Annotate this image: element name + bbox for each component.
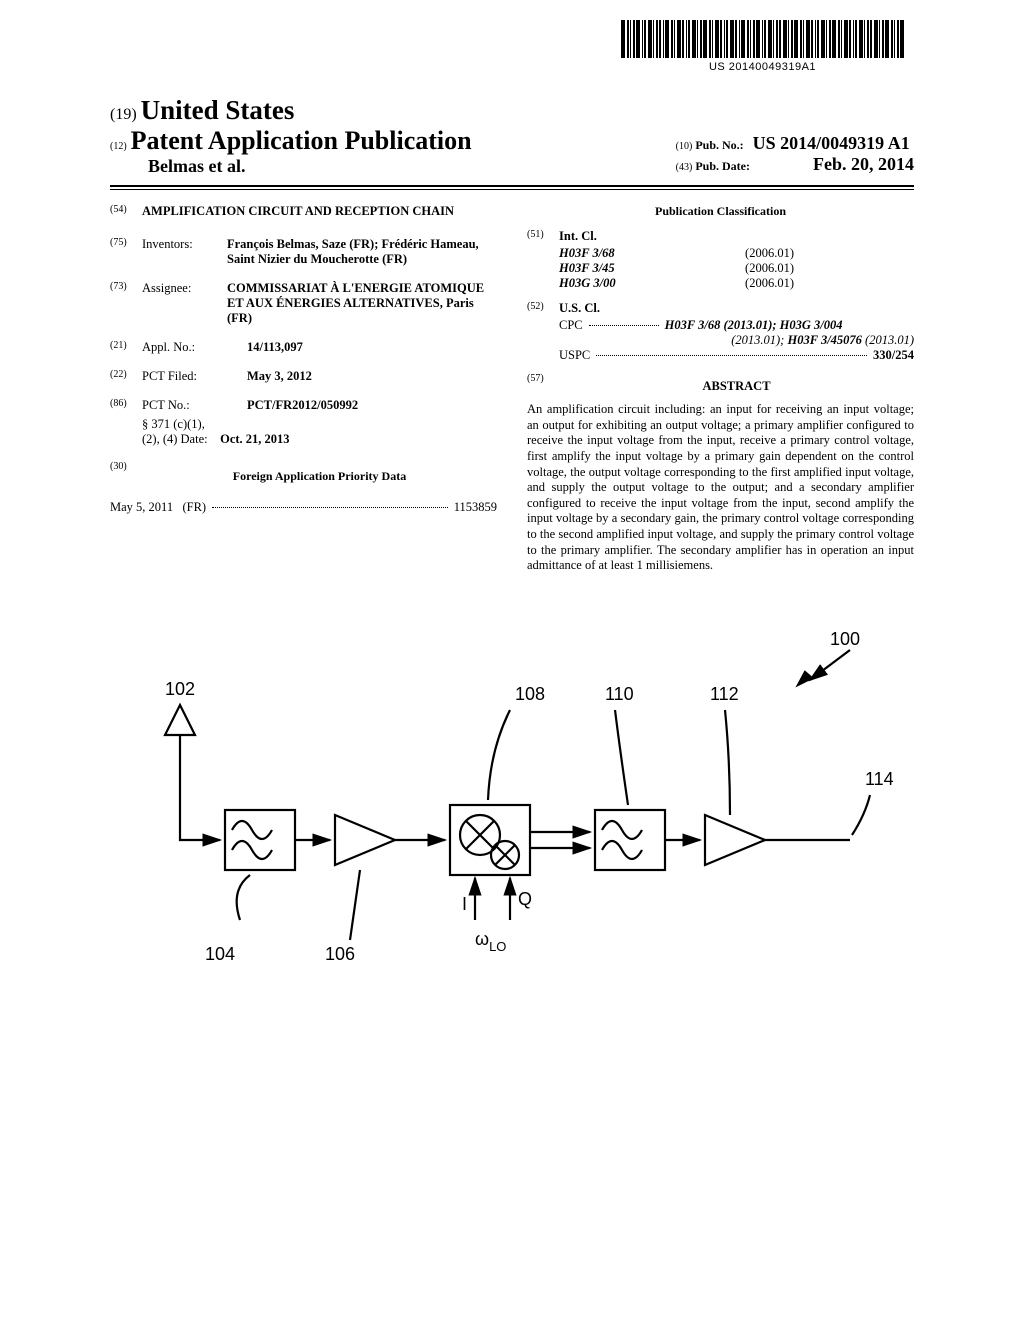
intcl-row: H03G 3/00 (2006.01): [559, 276, 914, 291]
intcl-year: (2006.01): [745, 261, 794, 276]
appl-label: Appl. No.:: [142, 340, 227, 355]
country: United States: [141, 95, 295, 125]
uspc-label: USPC: [559, 348, 590, 363]
pctno-label: PCT No.:: [142, 398, 227, 413]
class-title: Publication Classification: [527, 204, 914, 219]
pctfiled-num: (22): [110, 369, 142, 380]
assignee-val: COMMISSARIAT À L'ENERGIE ATOMIQUE ET AUX…: [227, 281, 497, 326]
label-100: 100: [830, 629, 860, 649]
section-date-label: (2), (4) Date:: [142, 432, 208, 446]
pctno-num: (86): [110, 398, 142, 409]
appl-num: (21): [110, 340, 142, 351]
label-108: 108: [515, 684, 545, 704]
barcode-text: US 20140049319A1: [621, 61, 904, 73]
label-104: 104: [205, 944, 235, 964]
cpc-label: CPC: [559, 318, 583, 333]
cpc-val2: (2013.01); H03F 3/45076 (2013.01): [731, 333, 914, 347]
cpc-val1: H03F 3/68 (2013.01); H03G 3/004: [665, 318, 843, 333]
intcl-num: (51): [527, 229, 559, 240]
intcl-label: Int. Cl.: [559, 229, 597, 244]
section-label: § 371 (c)(1),: [142, 417, 497, 432]
intcl-row: H03F 3/45 (2006.01): [559, 261, 914, 276]
barcode: US 20140049319A1: [621, 20, 904, 73]
pctfiled-val: May 3, 2012: [227, 369, 497, 384]
dotted-fill: [596, 355, 867, 356]
priority-country: (FR): [182, 500, 206, 515]
pctno-val: PCT/FR2012/050992: [227, 398, 497, 413]
priority-date: May 5, 2011: [110, 500, 173, 515]
pub-date-label: Pub. Date:: [695, 159, 750, 173]
label-110: 110: [605, 684, 634, 704]
pub-type-num: (12): [110, 141, 127, 152]
label-106: 106: [325, 944, 355, 964]
dotted-fill: [589, 325, 659, 326]
section-date-val: Oct. 21, 2013: [220, 432, 289, 446]
title-num: (54): [110, 204, 142, 215]
header-rule-1: [110, 185, 914, 187]
pctfiled-label: PCT Filed:: [142, 369, 227, 384]
pub-no-label: Pub. No.:: [695, 138, 743, 152]
inventors-label: Inventors:: [142, 237, 227, 252]
uscl-label: U.S. Cl.: [559, 301, 600, 316]
uscl-num: (52): [527, 301, 559, 312]
inventors-num: (75): [110, 237, 142, 248]
intcl-code: H03G 3/00: [559, 276, 616, 291]
pub-no-num: (10): [676, 141, 693, 152]
label-omega: ωLO: [475, 929, 506, 954]
intcl-row: H03F 3/68 (2006.01): [559, 246, 914, 261]
header-rule-2: [110, 189, 914, 190]
intcl-code: H03F 3/45: [559, 261, 615, 276]
abstract-body: An amplification circuit including: an i…: [527, 402, 914, 574]
circuit-diagram: 100 102 104 106: [110, 620, 910, 1020]
uspc-val: 330/254: [873, 348, 914, 363]
priority-num: (30): [110, 461, 142, 472]
intcl-year: (2006.01): [745, 246, 794, 261]
inventors-val: François Belmas, Saze (FR); Frédéric Ham…: [227, 237, 497, 267]
priority-no: 1153859: [454, 500, 497, 515]
pub-date-num: (43): [676, 162, 693, 173]
intcl-year: (2006.01): [745, 276, 794, 291]
abstract-num: (57): [527, 373, 559, 384]
label-Q: Q: [518, 889, 532, 909]
inventors-text: François Belmas, Saze (FR); Frédéric Ham…: [227, 237, 479, 266]
assignee-label: Assignee:: [142, 281, 227, 296]
label-102: 102: [165, 679, 195, 699]
abstract-title: ABSTRACT: [559, 379, 914, 394]
intcl-code: H03F 3/68: [559, 246, 615, 261]
dotted-fill: [212, 507, 448, 508]
pub-no: US 2014/0049319 A1: [753, 133, 910, 153]
invention-title: AMPLIFICATION CIRCUIT AND RECEPTION CHAI…: [142, 204, 454, 219]
country-num: (19): [110, 106, 137, 123]
label-112: 112: [710, 684, 739, 704]
appl-val: 14/113,097: [227, 340, 497, 355]
priority-title: Foreign Application Priority Data: [142, 469, 497, 484]
authors: Belmas et al.: [148, 156, 676, 177]
barcode-lines: [621, 20, 904, 58]
pub-type: Patent Application Publication: [131, 126, 472, 155]
assignee-num: (73): [110, 281, 142, 292]
pub-date: Feb. 20, 2014: [813, 154, 914, 174]
label-I: I: [462, 894, 467, 914]
header-country-row: (19) United States: [110, 95, 914, 126]
label-114: 114: [865, 769, 894, 789]
